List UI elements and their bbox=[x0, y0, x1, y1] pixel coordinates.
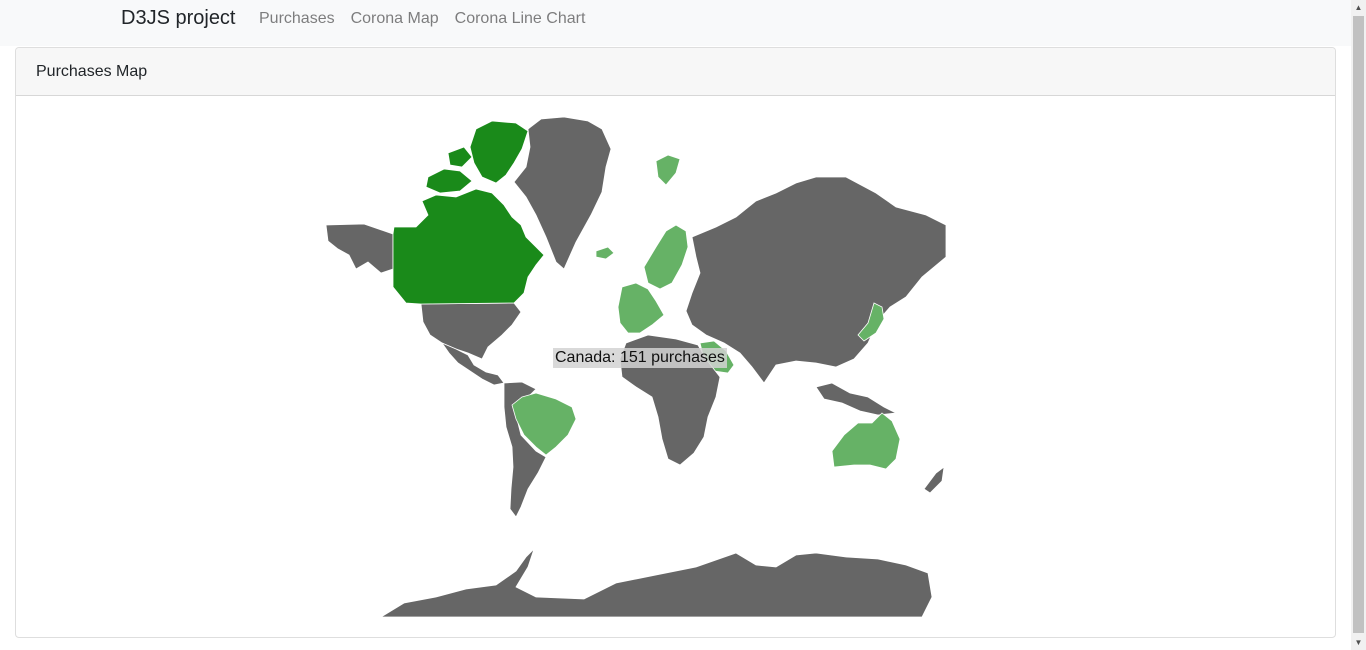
region-usa[interactable] bbox=[420, 302, 522, 360]
map-tooltip: Canada: 151 purchases bbox=[553, 348, 727, 368]
nav-link-purchases[interactable]: Purchases bbox=[259, 10, 335, 27]
card-title: Purchases Map bbox=[16, 48, 1335, 96]
vertical-scrollbar[interactable]: ▲ ▼ bbox=[1351, 0, 1366, 650]
map-area: Canada: 151 purchases bbox=[16, 97, 1335, 637]
nav-links: Purchases Corona Map Corona Line Chart bbox=[259, 10, 601, 28]
region-alaska[interactable] bbox=[325, 223, 394, 274]
region-brazil[interactable] bbox=[511, 392, 577, 456]
region-canada-arctic[interactable] bbox=[425, 120, 529, 194]
nav-link-corona-line-chart[interactable]: Corona Line Chart bbox=[454, 10, 586, 27]
scroll-up-arrow-icon[interactable]: ▲ bbox=[1354, 3, 1363, 12]
region-western-europe[interactable] bbox=[617, 282, 665, 334]
world-map bbox=[325, 116, 947, 618]
navbar: D3JS project Purchases Corona Map Corona… bbox=[0, 0, 1351, 46]
scroll-thumb[interactable] bbox=[1353, 16, 1364, 633]
scroll-down-arrow-icon[interactable]: ▼ bbox=[1354, 638, 1363, 647]
region-southeast-asia[interactable] bbox=[815, 382, 898, 416]
region-svalbard[interactable] bbox=[655, 154, 681, 186]
region-greenland[interactable] bbox=[513, 116, 612, 270]
region-japan[interactable] bbox=[857, 302, 885, 342]
region-canada[interactable] bbox=[392, 188, 545, 305]
nav-link-corona-map[interactable]: Corona Map bbox=[350, 10, 439, 27]
purchases-map-card: Purchases Map bbox=[15, 47, 1336, 638]
region-scandinavia[interactable] bbox=[643, 224, 689, 290]
region-australia[interactable] bbox=[831, 412, 901, 470]
region-new-zealand[interactable] bbox=[923, 466, 945, 494]
region-antarctica[interactable] bbox=[379, 548, 933, 618]
region-iceland[interactable] bbox=[595, 246, 615, 260]
brand-link[interactable]: D3JS project bbox=[121, 7, 236, 29]
